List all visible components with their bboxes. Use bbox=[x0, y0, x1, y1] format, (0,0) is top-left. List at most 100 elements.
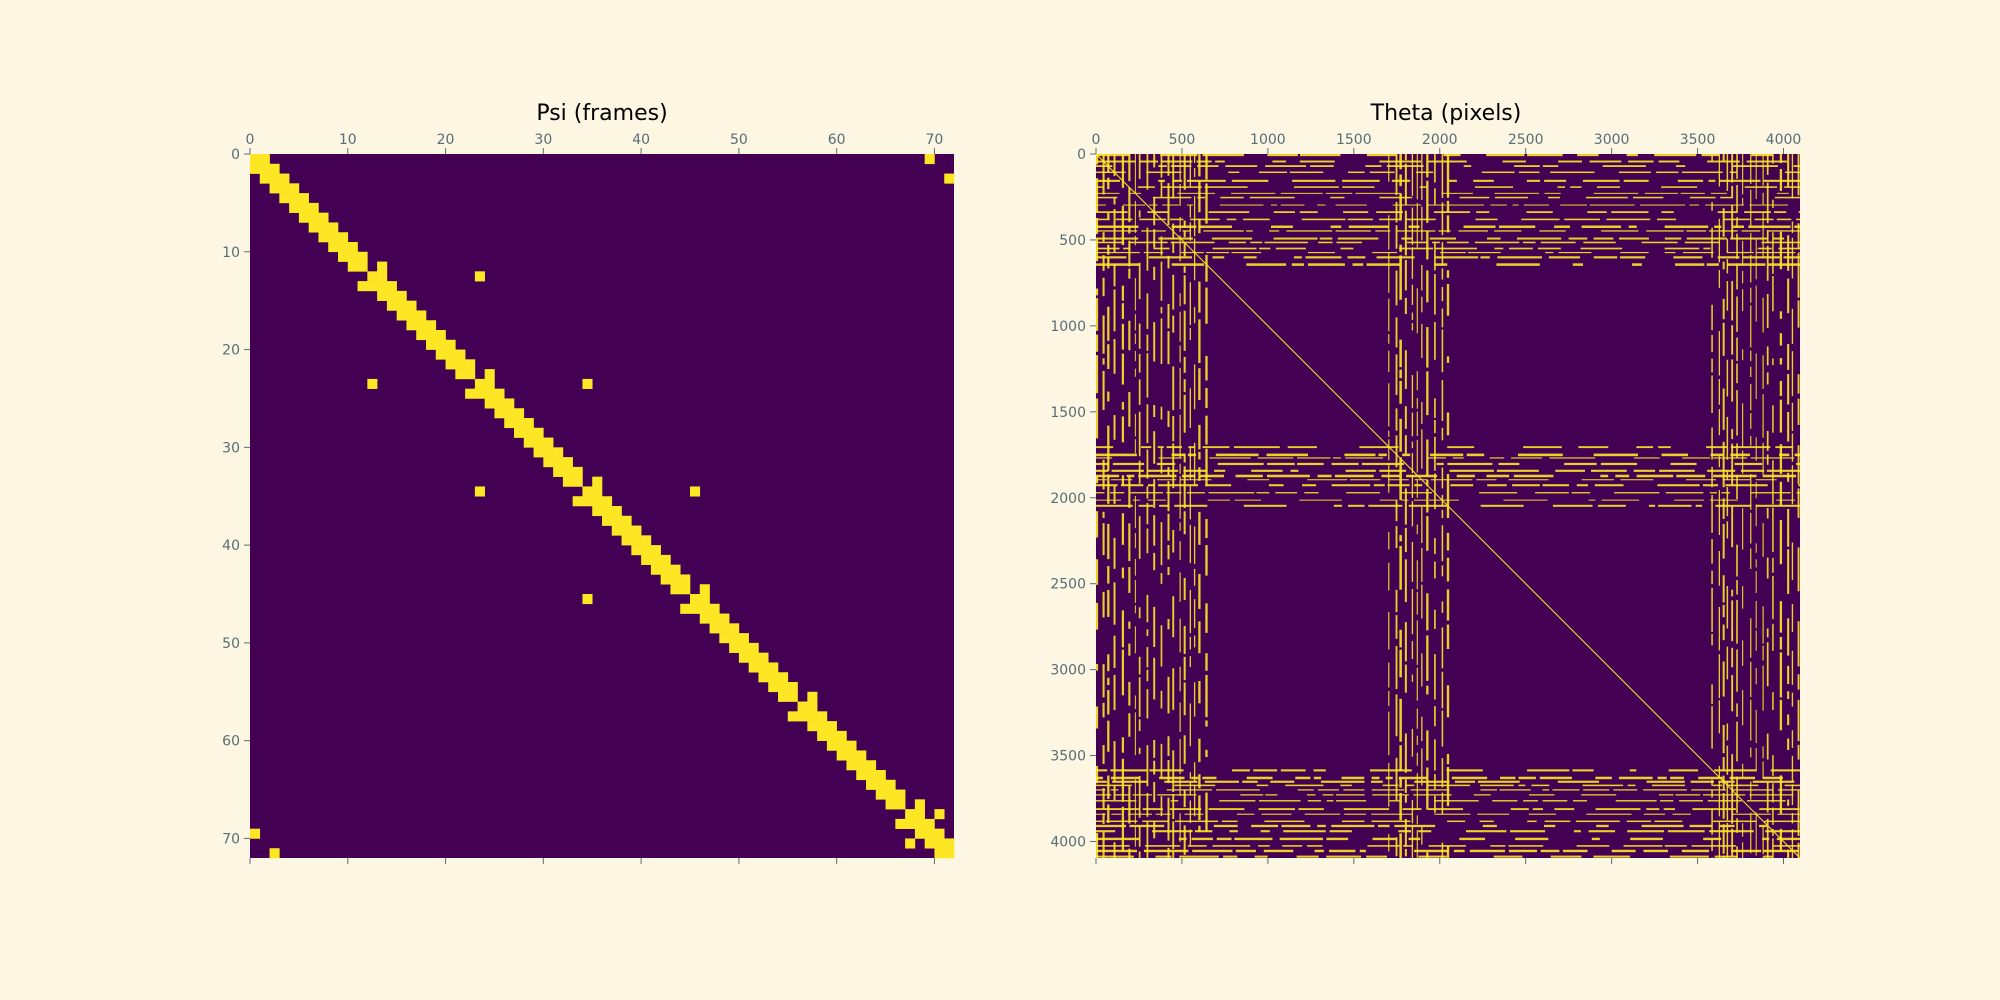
theta-row-segment bbox=[1334, 474, 1374, 478]
theta-column-segment bbox=[1755, 600, 1757, 629]
theta-column-segment bbox=[1731, 443, 1734, 486]
theta-row-segment bbox=[1749, 794, 1794, 796]
theta-column-segment bbox=[1726, 822, 1729, 858]
theta-row-segment bbox=[1402, 808, 1422, 811]
theta-column-segment bbox=[1128, 476, 1131, 508]
theta-xtick-label: 0 bbox=[1092, 132, 1101, 148]
theta-column-segment bbox=[1750, 661, 1752, 698]
theta-column-segment bbox=[1399, 380, 1402, 404]
theta-row-segment bbox=[1549, 457, 1596, 459]
theta-xtick-label: 3500 bbox=[1680, 132, 1716, 148]
theta-column-segment bbox=[1198, 180, 1201, 213]
theta-row-segment bbox=[1477, 813, 1510, 815]
theta-column-segment bbox=[1172, 366, 1175, 411]
theta-row-segment bbox=[1347, 504, 1365, 507]
theta-column-segment bbox=[1153, 197, 1156, 226]
psi-cell bbox=[435, 339, 446, 350]
theta-row-segment bbox=[1744, 186, 1778, 188]
psi-cell bbox=[729, 642, 740, 653]
theta-column-segment bbox=[1446, 200, 1450, 213]
theta-column-segment bbox=[1183, 656, 1186, 681]
theta-row-segment bbox=[1304, 492, 1319, 494]
theta-column-segment bbox=[1434, 739, 1436, 771]
theta-column-segment bbox=[1722, 388, 1725, 430]
theta-row-segment bbox=[1742, 256, 1780, 259]
theta-column-segment bbox=[1189, 800, 1191, 823]
theta-column-segment bbox=[1772, 828, 1774, 837]
theta-row-segment bbox=[1756, 251, 1796, 254]
theta-column-segment bbox=[1787, 509, 1790, 547]
theta-row-segment bbox=[1498, 225, 1536, 228]
psi-cell bbox=[543, 437, 554, 448]
psi-cell bbox=[259, 154, 270, 165]
theta-row-segment bbox=[1330, 196, 1345, 199]
theta-column-segment bbox=[1722, 523, 1725, 559]
theta-column-segment bbox=[1779, 311, 1783, 319]
theta-column-segment bbox=[1416, 773, 1418, 809]
theta-column-segment bbox=[1434, 398, 1436, 418]
theta-column-segment bbox=[1736, 263, 1738, 290]
theta-row-segment bbox=[1734, 462, 1763, 466]
theta-row-segment bbox=[1115, 218, 1133, 221]
theta-row-segment bbox=[1784, 784, 1800, 787]
theta-row-segment bbox=[1703, 247, 1711, 250]
theta-row-segment bbox=[1138, 504, 1154, 507]
theta-row-segment bbox=[1202, 776, 1217, 780]
psi-cell bbox=[797, 701, 808, 712]
theta-column-segment bbox=[1404, 154, 1407, 161]
theta-column-segment bbox=[1121, 205, 1125, 246]
theta-row-segment bbox=[1170, 218, 1184, 221]
theta-column-segment bbox=[1113, 289, 1116, 332]
theta-row-segment bbox=[1597, 504, 1626, 507]
theta-row-segment bbox=[1718, 780, 1735, 783]
theta-row-segment bbox=[1335, 230, 1371, 232]
theta-column-segment bbox=[1404, 779, 1407, 793]
theta-column-segment bbox=[1183, 453, 1186, 463]
theta-column-segment bbox=[1797, 744, 1800, 760]
theta-row-segment bbox=[1729, 171, 1738, 174]
psi-cell bbox=[572, 466, 583, 477]
theta-row-segment bbox=[1794, 453, 1800, 457]
theta-column-segment bbox=[1426, 685, 1429, 695]
theta-column-segment bbox=[1160, 261, 1163, 301]
theta-column-segment bbox=[1167, 481, 1170, 512]
theta-column-segment bbox=[1434, 322, 1436, 360]
psi-cell bbox=[592, 486, 603, 497]
theta-column-segment bbox=[1138, 379, 1141, 405]
theta-column-segment bbox=[1787, 278, 1790, 314]
theta-row-segment bbox=[1302, 484, 1317, 487]
theta-row-segment bbox=[1096, 479, 1107, 481]
theta-row-segment bbox=[1381, 474, 1401, 478]
psi-cell bbox=[875, 779, 886, 790]
theta-column-segment bbox=[1742, 197, 1744, 206]
psi-cell bbox=[426, 339, 437, 350]
theta-row-segment bbox=[1590, 469, 1627, 472]
theta-column-segment bbox=[1153, 229, 1156, 248]
theta-row-segment bbox=[1174, 784, 1216, 787]
theta-column-segment bbox=[1183, 789, 1186, 808]
theta-row-segment bbox=[1596, 824, 1609, 828]
theta-column-segment bbox=[1121, 303, 1125, 319]
theta-row-segment bbox=[1379, 160, 1422, 163]
theta-row-segment bbox=[1345, 469, 1376, 472]
theta-row-segment bbox=[1221, 820, 1238, 823]
theta-column-segment bbox=[1128, 523, 1131, 562]
theta-row-segment bbox=[1713, 474, 1757, 478]
theta-row-segment bbox=[1258, 845, 1270, 847]
theta-row-segment bbox=[1123, 247, 1131, 250]
psi-cell bbox=[357, 261, 368, 272]
psi-cell bbox=[670, 584, 681, 595]
theta-row-segment bbox=[1372, 794, 1409, 796]
theta-column-segment bbox=[1762, 665, 1764, 711]
theta-row-segment bbox=[1096, 237, 1139, 240]
theta-column-segment bbox=[1395, 757, 1398, 801]
theta-row-segment bbox=[1293, 186, 1339, 188]
theta-row-segment bbox=[1532, 808, 1543, 811]
psi-cell bbox=[621, 535, 632, 546]
theta-row-segment bbox=[1398, 830, 1412, 833]
theta-row-segment bbox=[1661, 186, 1698, 188]
psi-xtick-label: 50 bbox=[730, 132, 748, 148]
theta-column-segment bbox=[1411, 588, 1414, 635]
theta-row-segment bbox=[1489, 457, 1505, 459]
theta-column-segment bbox=[1102, 788, 1105, 810]
